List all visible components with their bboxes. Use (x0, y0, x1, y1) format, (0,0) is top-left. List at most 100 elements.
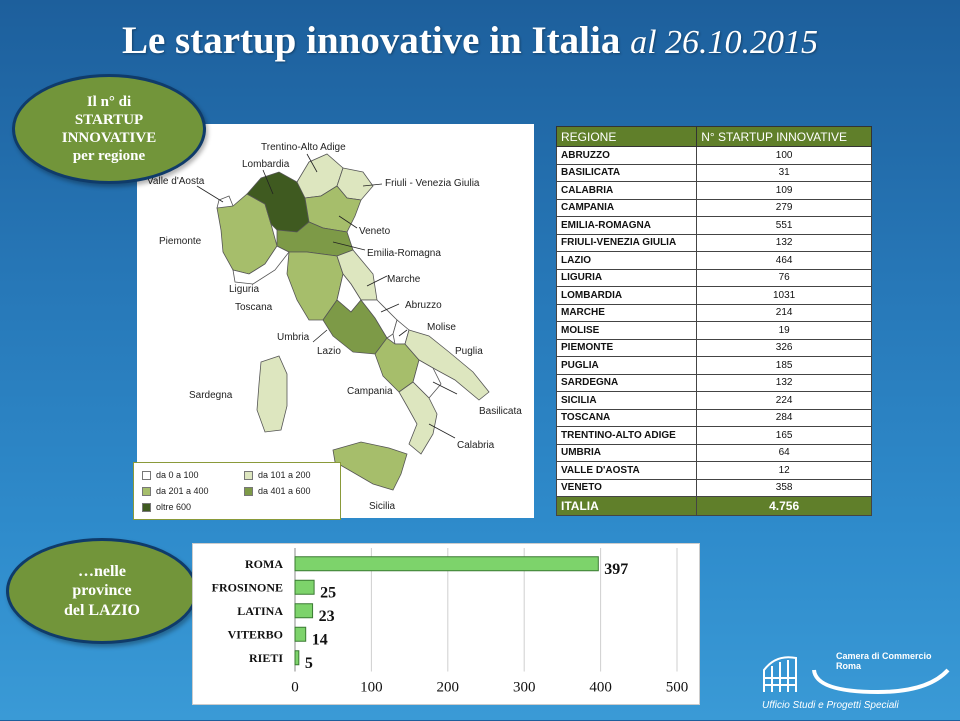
legend-label: da 201 a 400 (156, 486, 209, 496)
region-name: UMBRIA (555, 443, 698, 462)
table-header-row: REGIONE N° STARTUP INNOVATIVE (555, 126, 872, 147)
leader-calabria (428, 423, 456, 439)
bar-value-label: 23 (319, 608, 335, 625)
table-row: PUGLIA 185 (555, 356, 872, 375)
region-count: 132 (696, 373, 872, 392)
legend-item: da 0 a 100 (142, 470, 199, 480)
table-row: LAZIO 464 (555, 251, 872, 270)
map-label-calabria: Calabria (457, 440, 495, 451)
logo: Camera di Commercio Roma Ufficio Studi e… (758, 648, 958, 716)
leader-veneto (338, 215, 358, 229)
x-tick-label: 400 (589, 680, 612, 696)
leader-molise (398, 329, 408, 337)
table-row: SICILIA 224 (555, 391, 872, 410)
leader-marche (366, 275, 388, 287)
region-count: 100 (696, 146, 872, 165)
region-name: SARDEGNA (555, 373, 698, 392)
region-count: 109 (696, 181, 872, 200)
region-name: LAZIO (555, 251, 698, 270)
region-count: 132 (696, 233, 872, 252)
table-row: TRENTINO-ALTO ADIGE 165 (555, 426, 872, 445)
region-count: 165 (696, 426, 872, 445)
region-sardegna (256, 355, 288, 433)
header-count: N° STARTUP INNOVATIVE (696, 126, 872, 147)
region-count: 1031 (696, 286, 872, 305)
legend-label: da 401 a 600 (258, 486, 311, 496)
x-tick-label: 100 (360, 680, 383, 696)
italy-map-svg: Trentino-Alto Adige Lombardia Valle d'Ao… (147, 142, 522, 512)
region-name: FRIULI-VENEZIA GIULIA (555, 233, 698, 252)
region-count: 76 (696, 268, 872, 287)
category-label: ROMA (245, 557, 283, 571)
map-legend: da 0 a 100 da 101 a 200 da 201 a 400 da … (133, 462, 341, 520)
region-name: ABRUZZO (555, 146, 698, 165)
table-row: MOLISE 19 (555, 321, 872, 340)
map-label-emilia: Emilia-Romagna (367, 248, 441, 259)
map-label-valle-aosta: Valle d'Aosta (147, 176, 205, 187)
legend-swatch (244, 470, 253, 480)
region-count: 464 (696, 251, 872, 270)
map-label-toscana: Toscana (235, 302, 273, 313)
legend-item: da 401 a 600 (244, 486, 311, 496)
x-tick-label: 0 (291, 680, 299, 696)
table-row: LOMBARDIA 1031 (555, 286, 872, 305)
total-label: ITALIA (555, 496, 698, 516)
region-name: LOMBARDIA (555, 286, 698, 305)
category-label: VITERBO (228, 627, 283, 641)
legend-swatch (142, 486, 151, 496)
region-count: 19 (696, 321, 872, 340)
map-label-sicilia: Sicilia (369, 501, 396, 512)
logo-line1: Camera di Commercio (836, 651, 932, 661)
table-row: FRIULI-VENEZIA GIULIA 132 (555, 233, 872, 252)
region-name: PUGLIA (555, 356, 698, 375)
logo-line2: Roma (836, 661, 862, 671)
bar (294, 626, 307, 642)
legend-swatch (142, 502, 151, 512)
bar (294, 556, 599, 572)
map-label-friuli: Friuli - Venezia Giulia (385, 178, 480, 189)
region-count: 279 (696, 198, 872, 217)
map-label-molise: Molise (427, 322, 456, 333)
map-label-marche: Marche (387, 274, 421, 285)
region-count: 12 (696, 461, 872, 480)
legend-label: oltre 600 (156, 502, 192, 512)
callout-region: Il n° di STARTUP INNOVATIVE per regione (12, 74, 206, 184)
table-row: UMBRIA 64 (555, 443, 872, 462)
callout-provinces-text: …nelle province del LAZIO (63, 563, 140, 619)
title-date: al 26.10.2015 (630, 24, 819, 61)
table-row: PIEMONTE 326 (555, 338, 872, 357)
legend-item: da 101 a 200 (244, 470, 311, 480)
leader-abruzzo (380, 303, 400, 313)
region-sicilia (332, 441, 408, 491)
region-name: LIGURIA (555, 268, 698, 287)
region-count: 64 (696, 443, 872, 462)
map-label-piemonte: Piemonte (159, 236, 202, 247)
map-label-basilicata: Basilicata (479, 406, 522, 417)
table-row: CAMPANIA 279 (555, 198, 872, 217)
leader-basilicata (432, 381, 458, 395)
map-label-trentino: Trentino-Alto Adige (261, 142, 346, 153)
legend-item: da 201 a 400 (142, 486, 209, 496)
table-row: BASILICATA 31 (555, 163, 872, 182)
leader-trentino (306, 153, 318, 173)
region-name: VALLE D'AOSTA (555, 461, 698, 480)
region-count: 551 (696, 216, 872, 235)
map-label-lazio: Lazio (317, 346, 341, 357)
table-row: ABRUZZO 100 (555, 146, 872, 165)
region-count: 358 (696, 478, 872, 497)
region-name: MOLISE (555, 321, 698, 340)
table-row: CALABRIA 109 (555, 181, 872, 200)
callout-provinces: …nelle province del LAZIO (6, 538, 198, 644)
legend-item: oltre 600 (142, 502, 191, 512)
table-row: MARCHE 214 (555, 303, 872, 322)
region-name: PIEMONTE (555, 338, 698, 357)
map-label-veneto: Veneto (359, 226, 391, 237)
legend-label: da 0 a 100 (156, 470, 199, 480)
bar-value-label: 25 (320, 584, 336, 601)
map-label-lombardia: Lombardia (242, 159, 290, 170)
x-tick-label: 300 (513, 680, 536, 696)
callout-region-text: Il n° di STARTUP INNOVATIVE per regione (61, 94, 157, 164)
bar (294, 650, 300, 666)
table-row: LIGURIA 76 (555, 268, 872, 287)
leader-valle (196, 185, 224, 203)
